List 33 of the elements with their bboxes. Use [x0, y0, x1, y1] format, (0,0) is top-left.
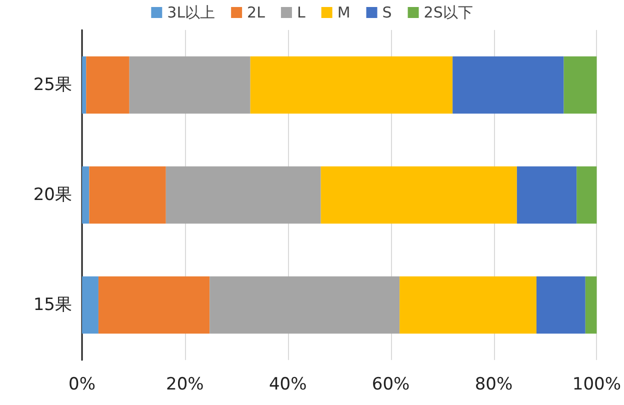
legend-label: 2L [247, 4, 266, 22]
legend-label: M [337, 4, 350, 22]
legend-label: S [382, 4, 392, 22]
x-tick-label: 80% [474, 374, 513, 394]
bar [452, 56, 564, 114]
bar [98, 276, 210, 334]
y-tick-label: 25果 [33, 75, 72, 95]
bar [129, 56, 250, 114]
bar [564, 56, 597, 114]
bar [320, 166, 517, 224]
bar [585, 276, 597, 334]
bar [536, 276, 586, 334]
bar [166, 166, 321, 224]
y-tick-label: 20果 [33, 185, 72, 205]
x-tick-label: 20% [166, 374, 204, 394]
x-tick-label: 40% [268, 374, 307, 394]
legend-label: 3L以上 [167, 4, 216, 22]
legend-label: L [296, 4, 306, 22]
y-tick-label: 15果 [33, 295, 72, 315]
bar [400, 276, 536, 334]
bar [210, 276, 400, 334]
bar [250, 56, 453, 114]
bar [86, 56, 130, 114]
x-tick-label: 100% [572, 374, 622, 394]
bar [82, 276, 98, 334]
bar [89, 166, 166, 224]
bar [516, 166, 577, 224]
bar [576, 166, 597, 224]
bar [82, 56, 86, 114]
x-tick-label: 60% [372, 374, 410, 394]
bar [82, 166, 90, 224]
legend-label: 2S以下 [424, 4, 473, 22]
x-tick-label: 0% [68, 374, 96, 394]
